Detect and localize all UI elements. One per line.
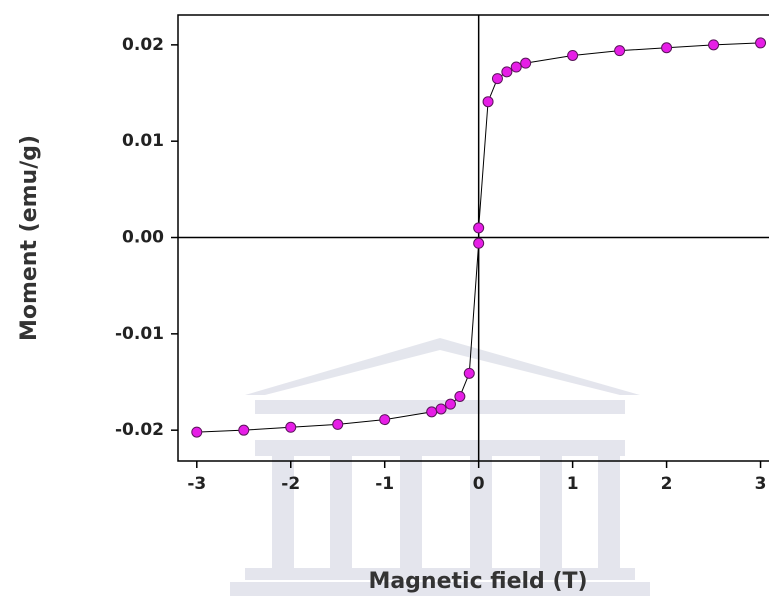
y-axis-title: Moment (emu/g) [17,135,42,341]
data-point [708,39,720,51]
x-tick-label: 3 [755,474,767,494]
y-tick-label: 0.02 [122,35,164,55]
x-tick-label: -3 [187,474,206,494]
data-point [510,61,522,73]
data-point [520,57,532,69]
data-point [285,421,297,433]
data-point [482,96,494,108]
y-tick-label: 0.01 [122,131,164,151]
data-point [661,42,673,54]
watermark [230,338,650,596]
data-point [491,73,503,85]
x-tick-label: 0 [473,474,485,494]
data-point [473,237,485,249]
data-point [567,49,579,61]
data-point [614,45,626,57]
x-tick-label: 2 [661,474,673,494]
x-tick-label: -1 [375,474,394,494]
data-point [435,403,447,415]
data-point [332,418,344,430]
data-point [755,37,767,49]
series-line [196,42,761,433]
data-point [238,424,250,436]
data-point [454,390,466,402]
x-tick-label: 1 [567,474,579,494]
y-tick-label: 0.00 [122,228,164,248]
y-tick-label: -0.02 [115,420,164,440]
x-tick-label: -2 [281,474,300,494]
data-point [473,222,485,234]
data-point [379,414,391,426]
y-tick-label: -0.01 [115,324,164,344]
data-point [191,426,203,438]
data-point [501,66,513,78]
x-axis-title: Magnetic field (T) [368,569,587,594]
data-point [426,406,438,418]
data-point [444,398,456,410]
data-point [463,367,475,379]
